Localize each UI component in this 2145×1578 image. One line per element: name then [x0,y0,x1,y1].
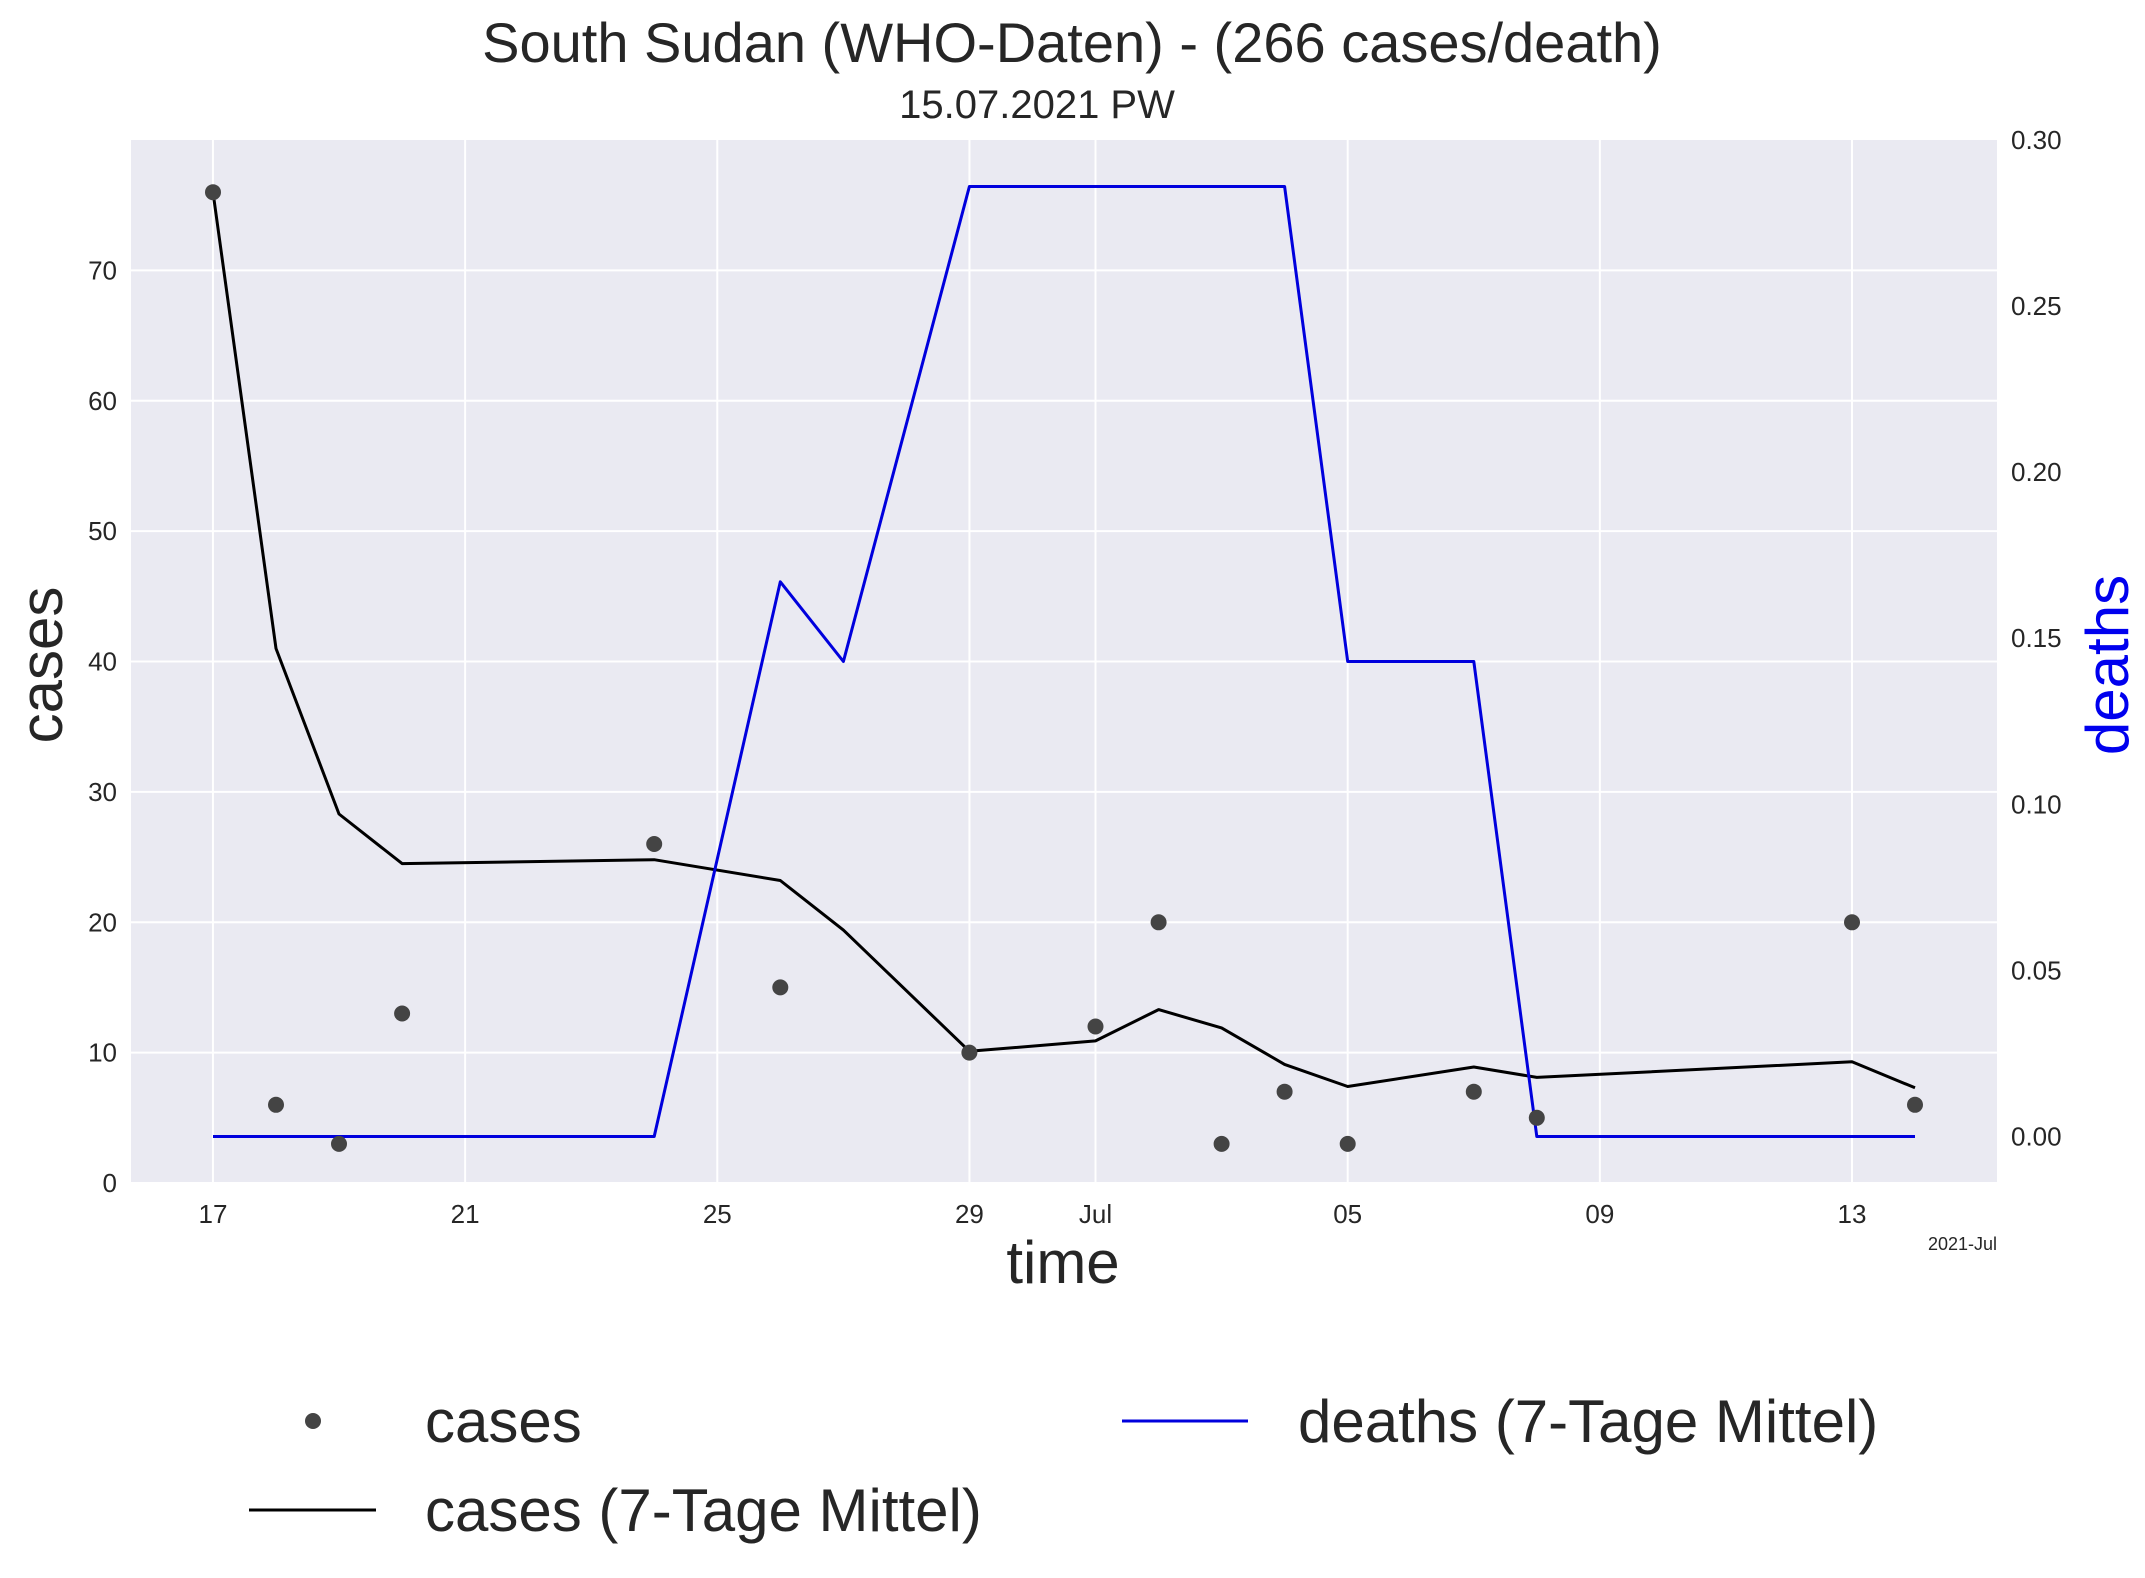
cases-point [1087,1018,1104,1035]
deaths-avg-series [213,185,1915,1138]
y-tick-label: 20 [88,907,117,937]
legend-marker-cases [305,1413,321,1429]
cases-point [394,1005,411,1022]
grid [131,140,1997,1184]
y2-tick-label: 0.25 [2011,291,2062,321]
x-tick-label: 21 [451,1199,480,1229]
x-tick-label: 29 [955,1199,984,1229]
y-axis-label: cases [8,587,75,744]
y2-tick-label: 0.30 [2011,125,2062,155]
cases-point [1844,914,1860,931]
x-offset-label: 2021-Jul [1928,1234,1997,1254]
y-tick-label: 60 [88,386,117,416]
series-layer [205,184,1923,1152]
x-tick-label: 05 [1333,1199,1362,1229]
y2-tick-label: 0.15 [2011,623,2062,653]
legend-label-cases-avg: cases (7-Tage Mittel) [425,1477,982,1544]
ticks: 17 21 25 29 Jul 05 09 13 0 10 20 30 40 50 60 70 0.00 0.05… [88,125,2062,1229]
y2-axis-label: deaths [2074,575,2141,755]
cases-avg-series [211,191,1916,1090]
y-tick-label: 10 [88,1038,117,1068]
legend-label-cases: cases [425,1388,582,1455]
x-tick-label: 13 [1838,1199,1867,1229]
x-tick-label: Jul [1079,1199,1112,1229]
y2-tick-label: 0.00 [2011,1121,2062,1151]
y-tick-label: 50 [88,516,117,546]
legend: cases cases (7-Tage Mittel) deaths (7-Ta… [249,1388,1878,1544]
cases-point [1276,1083,1293,1100]
y-tick-label: 70 [88,255,117,285]
cases-point [1150,914,1167,931]
cases-series [205,184,1923,1152]
chart-subtitle: 15.07.2021 PW [899,83,1175,127]
x-tick-label: 17 [198,1199,227,1229]
x-tick-label: 25 [703,1199,732,1229]
cases-point [1339,1135,1356,1152]
y2-tick-label: 0.10 [2011,789,2062,819]
x-axis-label: time [1006,1229,1119,1296]
cases-point [331,1135,347,1152]
cases-point [268,1096,284,1113]
cases-point [1465,1083,1482,1100]
cases-point [1907,1096,1923,1113]
legend-label-deaths-avg: deaths (7-Tage Mittel) [1298,1388,1878,1455]
cases-point [772,979,789,996]
y-tick-label: 0 [103,1168,117,1198]
cases-point [1213,1135,1230,1152]
cases-point [205,184,221,201]
cases-point [961,1044,978,1061]
y2-tick-label: 0.05 [2011,955,2062,985]
y-tick-label: 30 [88,777,117,807]
chart-title: South Sudan (WHO-Daten) - (266 cases/dea… [482,11,1662,74]
y-tick-label: 40 [88,647,117,677]
cases-point [646,836,663,852]
cases-point [1528,1109,1545,1126]
x-tick-label: 09 [1585,1199,1614,1229]
y2-tick-label: 0.20 [2011,457,2062,487]
